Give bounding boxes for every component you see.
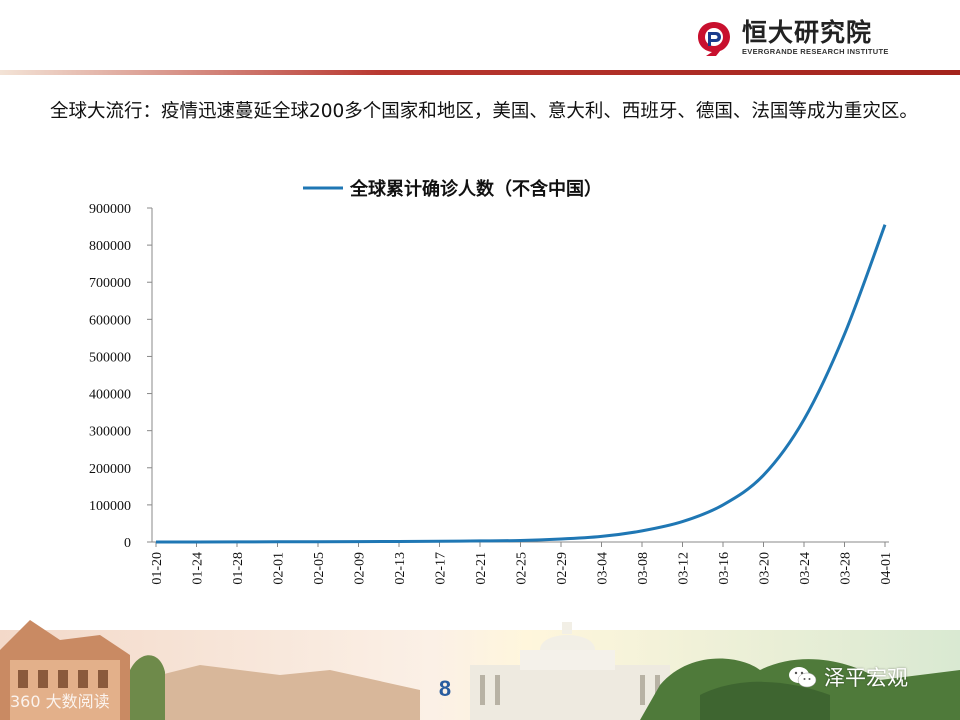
watermark-right: 泽平宏观 — [788, 662, 908, 692]
line-chart: 全球累计确诊人数（不含中国） 0 100000 200000 300000 400000… — [89, 178, 894, 585]
y-tick-label: 300000 — [89, 425, 131, 440]
x-tick-label: 01-20 — [150, 552, 165, 585]
header-divider — [0, 70, 960, 75]
x-tick-label: 02-29 — [555, 552, 570, 585]
intro-text: 全球大流行：疫情迅速蔓延全球200多个国家和地区，美国、意大利、西班牙、德国、法… — [50, 101, 918, 122]
x-tick-label: 02-01 — [272, 552, 287, 585]
wechat-icon — [789, 667, 817, 688]
x-tick-label: 01-24 — [191, 552, 206, 585]
evergrande-logo-icon — [698, 22, 730, 56]
x-axis-ticks: 01-20 01-24 01-28 02-01 02-05 02-09 02-13 02-17… — [150, 542, 894, 585]
y-tick-label: 200000 — [89, 462, 131, 477]
footer-banner — [0, 620, 960, 720]
x-tick-label: 02-13 — [393, 552, 408, 585]
plot-area — [155, 224, 887, 544]
legend-label: 全球累计确诊人数（不含中国） — [349, 178, 602, 200]
x-tick-label: 03-16 — [717, 552, 732, 585]
watermark-right-label: 泽平宏观 — [824, 666, 908, 690]
x-tick-label: 03-24 — [798, 552, 813, 585]
slide-header: 恒大研究院 EVERGRANDE RESEARCH INSTITUTE — [0, 0, 960, 78]
y-tick-label: 900000 — [89, 202, 131, 217]
x-tick-label: 01-28 — [231, 552, 246, 585]
x-tick-label: 02-25 — [515, 552, 530, 585]
x-tick-label: 03-04 — [596, 552, 611, 585]
y-tick-label: 100000 — [89, 499, 131, 514]
page-number: 8 — [438, 676, 452, 701]
y-tick-label: 800000 — [89, 239, 131, 254]
logo-subtitle: EVERGRANDE RESEARCH INSTITUTE — [742, 46, 889, 56]
logo-title: 恒大研究院 — [742, 17, 873, 47]
series-line — [155, 224, 887, 544]
x-tick-label: 04-01 — [879, 552, 894, 585]
watermark-left: 360 大数阅读 — [10, 692, 110, 711]
y-tick-label: 400000 — [89, 388, 131, 403]
x-tick-label: 03-28 — [839, 552, 854, 585]
x-tick-label: 02-05 — [312, 552, 327, 585]
logo: 恒大研究院 EVERGRANDE RESEARCH INSTITUTE — [694, 16, 889, 60]
x-tick-label: 02-21 — [474, 552, 489, 585]
x-tick-label: 03-20 — [758, 552, 773, 585]
x-tick-label: 03-12 — [677, 552, 692, 585]
y-tick-label: 500000 — [89, 350, 131, 365]
chart-legend: 全球累计确诊人数（不含中国） — [303, 178, 602, 200]
x-tick-label: 02-09 — [353, 552, 368, 585]
y-tick-label: 700000 — [89, 276, 131, 291]
chart-axes — [151, 208, 889, 543]
y-tick-label: 600000 — [89, 313, 131, 328]
y-tick-label: 0 — [124, 536, 131, 551]
x-tick-label: 03-08 — [636, 552, 651, 585]
x-tick-label: 02-17 — [434, 552, 449, 585]
y-axis-ticks: 0 100000 200000 300000 400000 500000 600000 700… — [89, 202, 152, 551]
